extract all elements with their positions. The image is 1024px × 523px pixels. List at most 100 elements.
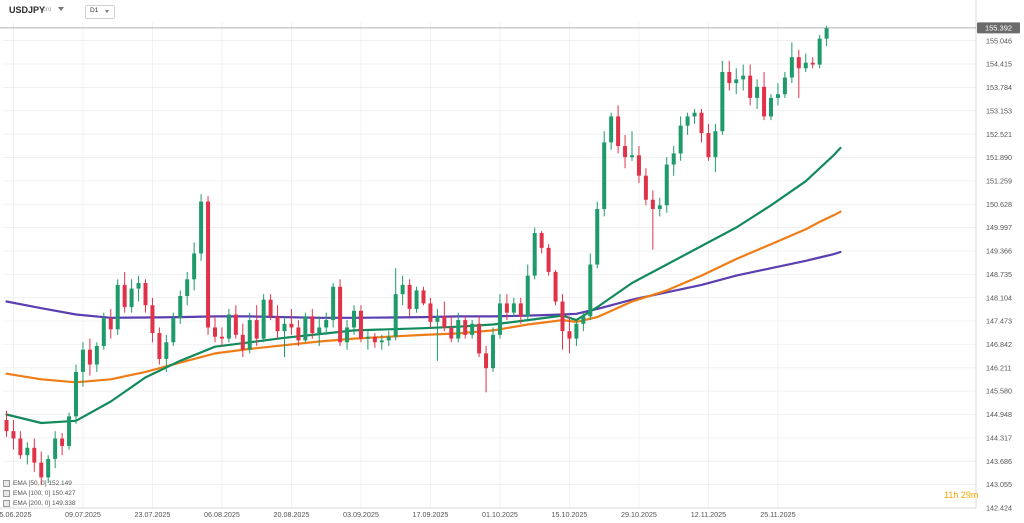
- candle-body: [136, 283, 141, 289]
- candle-body: [164, 342, 169, 359]
- candle: [796, 49, 801, 98]
- candle: [595, 201, 600, 269]
- last-price-value: 155.392: [985, 24, 1012, 33]
- candle: [407, 279, 412, 317]
- price-axis[interactable]: 155.046 154.415 153.784 153.153 152.521 151.8…: [975, 0, 1012, 513]
- candle-body: [122, 284, 127, 308]
- candle-body: [636, 155, 641, 176]
- candle-body: [185, 279, 190, 296]
- candle-body: [199, 201, 204, 254]
- candle: [25, 442, 30, 465]
- candle: [386, 331, 391, 346]
- candle: [567, 316, 572, 354]
- candle-body: [560, 301, 565, 332]
- candle: [532, 227, 537, 280]
- legend-ema100[interactable]: EMA [100, 0] 150.427: [3, 490, 76, 497]
- candle-body: [477, 323, 482, 354]
- countdown-minutes: 29: [960, 490, 971, 500]
- last-price-box: [977, 22, 1020, 34]
- ema100-line: [5, 210, 842, 384]
- candle: [4, 410, 9, 437]
- candle-body: [775, 94, 780, 98]
- candle-body: [497, 303, 502, 335]
- y-tick-label: 146.842: [986, 340, 1012, 349]
- candle: [623, 134, 628, 169]
- x-tick-label: 12.11.2025: [691, 510, 726, 519]
- settings-square-icon: [3, 490, 10, 497]
- candle: [727, 60, 732, 91]
- x-tick-label: 29.10.2025: [621, 510, 657, 519]
- candle-body: [386, 336, 391, 341]
- y-tick-label: 155.046: [986, 36, 1012, 45]
- candle-body: [504, 303, 509, 313]
- candle-body: [553, 271, 558, 302]
- candle-body: [261, 299, 266, 339]
- legend-ema50-text: EMA [50, 0] 152.149: [13, 480, 72, 488]
- y-tick-label: 154.415: [986, 60, 1012, 69]
- candle-countdown: 11h 29m: [944, 490, 978, 500]
- symbol-name[interactable]: USDJPY: [9, 5, 46, 15]
- candle-body: [574, 323, 579, 339]
- candle: [213, 316, 217, 343]
- candle: [699, 109, 704, 143]
- candle-body: [39, 462, 44, 478]
- countdown-h: h: [953, 490, 961, 500]
- y-tick-label: 149.366: [986, 247, 1012, 256]
- candle: [525, 264, 530, 321]
- candle: [539, 231, 544, 254]
- candle: [636, 146, 641, 184]
- y-tick-label: 143.686: [986, 457, 1012, 466]
- candle-body: [435, 316, 440, 322]
- candle: [32, 438, 37, 472]
- candle-body: [157, 333, 162, 359]
- candle: [504, 294, 509, 321]
- candle: [240, 323, 245, 358]
- candle: [129, 279, 134, 313]
- legend-ema200[interactable]: EMA [200, 0] 149.338: [3, 500, 76, 507]
- candle-body: [4, 420, 9, 432]
- candle-body: [407, 284, 412, 309]
- candle-body: [358, 310, 363, 339]
- candle: [379, 334, 384, 350]
- candle-body: [706, 133, 711, 158]
- candle: [317, 316, 322, 346]
- candle: [11, 420, 16, 450]
- candle-body: [282, 323, 287, 332]
- symbol-dropdown-icon[interactable]: [58, 7, 64, 11]
- candle: [560, 294, 565, 350]
- x-tick-label: 17.09.2025: [412, 510, 448, 519]
- candle: [122, 271, 127, 313]
- legend-ema50[interactable]: EMA [50, 0] 152.149: [3, 480, 72, 487]
- candle: [310, 308, 315, 339]
- candle-body: [400, 284, 405, 295]
- time-axis[interactable]: 25.06.2025 09.07.2025 23.07.2025 06.08.2025…: [0, 507, 976, 519]
- candle-body: [80, 349, 85, 372]
- candle: [685, 112, 690, 135]
- candle-body: [414, 290, 419, 309]
- candle: [470, 320, 475, 339]
- candle-body: [664, 164, 669, 206]
- candle: [324, 312, 329, 335]
- x-tick-label: 15.10.2025: [551, 510, 587, 519]
- x-tick-label: 09.07.2025: [65, 510, 101, 519]
- settings-square-icon: [3, 500, 10, 507]
- candle-body: [289, 323, 294, 328]
- candle: [553, 270, 558, 306]
- timeframe-label: D1: [90, 7, 99, 14]
- timeframe-selector[interactable]: D1: [85, 5, 115, 19]
- candle-body: [616, 116, 621, 147]
- candle-body: [268, 299, 273, 317]
- candle: [491, 327, 495, 372]
- candle: [226, 308, 231, 343]
- candle-body: [588, 264, 593, 317]
- candle-body: [699, 112, 704, 134]
- candle-body: [539, 233, 544, 248]
- candle-body: [18, 438, 23, 456]
- candle-body: [511, 303, 516, 313]
- candle-body: [810, 62, 815, 65]
- candle: [741, 64, 746, 91]
- candle: [616, 105, 621, 154]
- x-tick-label: 06.08.2025: [204, 510, 240, 519]
- candle: [80, 342, 85, 387]
